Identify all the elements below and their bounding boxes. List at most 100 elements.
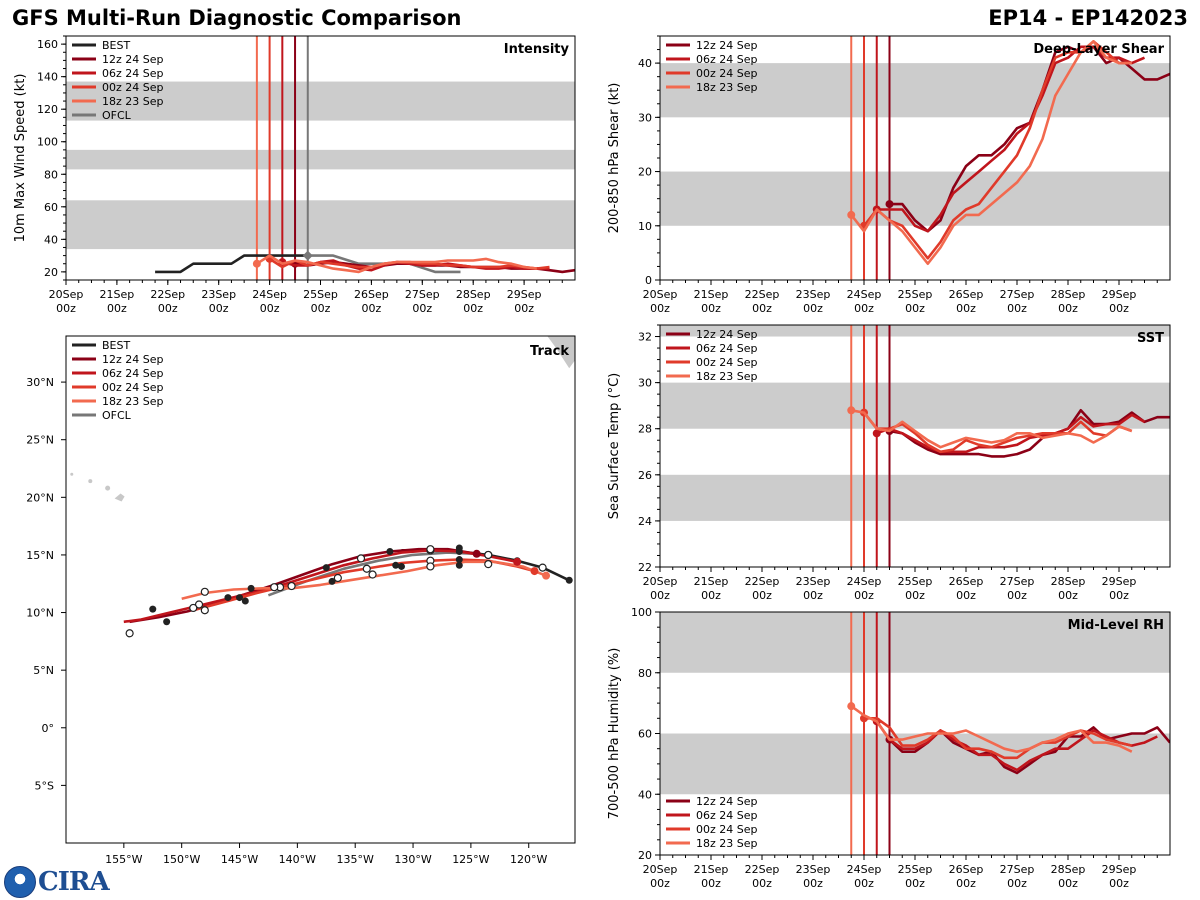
sst-ytick-label-24: 24 xyxy=(638,515,652,528)
sst-xtick-label-7: 27Sep xyxy=(1000,575,1035,588)
intensity-xtick-label-2: 22Sep xyxy=(150,288,185,301)
shear-legend-label-00z-24-sep: 00z 24 Sep xyxy=(696,67,758,80)
sst-series-18z-23-sep xyxy=(851,409,1133,449)
rh-xtick-sublabel-2: 00z xyxy=(752,877,772,890)
noaa-cira-logo: CIRA xyxy=(4,866,110,898)
shear-init-point-12z-24-sep xyxy=(885,200,894,209)
hawaii-oahu xyxy=(88,479,93,484)
sst-xtick-sublabel-0: 00z xyxy=(650,589,670,602)
rh-xtick-sublabel-1: 00z xyxy=(701,877,721,890)
shear-xtick-label-5: 25Sep xyxy=(898,288,933,301)
track-marker-open-12z-24-sep xyxy=(426,545,435,554)
sst-xtick-label-9: 29Sep xyxy=(1102,575,1137,588)
sst-xtick-label-8: 28Sep xyxy=(1051,575,1086,588)
shear-xtick-sublabel-5: 00z xyxy=(905,302,925,315)
rh-xtick-label-5: 25Sep xyxy=(898,863,933,876)
track-marker-filled-00z-24-sep xyxy=(392,561,400,569)
sst-xtick-sublabel-1: 00z xyxy=(701,589,721,602)
rh-series-00z-24-sep xyxy=(864,716,1133,760)
track-panel: 5°S 0° 5°N 10°N 15°N 20°N 25°N 30°N 155°W 150°W 14… xyxy=(26,335,576,866)
shear-xtick-sublabel-4: 00z xyxy=(854,302,874,315)
intensity-xtick-sublabel-2: 00z xyxy=(158,302,178,315)
rh-ylabel: 700-500 hPa Humidity (%) xyxy=(607,648,622,820)
track-marker-filled-12z-24-sep xyxy=(322,564,330,572)
shear-legend-label-12z-24-sep: 12z 24 Sep xyxy=(696,39,758,52)
rh-xtick-sublabel-9: 00z xyxy=(1109,877,1129,890)
sst-xtick-sublabel-4: 00z xyxy=(854,589,874,602)
shear-xtick-sublabel-9: 00z xyxy=(1109,302,1129,315)
noaa-logo-icon xyxy=(4,866,36,898)
sst-band-2 xyxy=(660,325,1170,337)
track-marker-filled-06z-24-sep xyxy=(236,594,244,602)
intensity-legend-label-00z-24-sep: 00z 24 Sep xyxy=(102,81,164,94)
track-marker-filled-best xyxy=(565,576,573,584)
track-marker-open-06z-24-sep xyxy=(362,564,371,573)
intensity-ytick-label-100: 100 xyxy=(37,136,58,149)
rh-ytick-label-60: 60 xyxy=(638,728,652,741)
sst-ytick-label-26: 26 xyxy=(638,469,652,482)
sst-xtick-sublabel-6: 00z xyxy=(956,589,976,602)
sst-band-0 xyxy=(660,474,1170,521)
intensity-xtick-label-9: 29Sep xyxy=(507,288,542,301)
intensity-xtick-label-5: 25Sep xyxy=(303,288,338,301)
sst-xtick-sublabel-2: 00z xyxy=(752,589,772,602)
rh-band-0 xyxy=(660,733,1170,795)
shear-xtick-sublabel-1: 00z xyxy=(701,302,721,315)
rh-legend-label-18z-23-sep: 18z 23 Sep xyxy=(696,837,758,850)
track-marker-open-18z-23-sep xyxy=(484,560,493,569)
track-marker-open-00z-24-sep xyxy=(189,603,198,613)
shear-xtick-label-7: 27Sep xyxy=(1000,288,1035,301)
shear-xtick-label-4: 24Sep xyxy=(847,288,882,301)
intensity-ytick-label-40: 40 xyxy=(44,233,58,246)
shear-xtick-sublabel-2: 00z xyxy=(752,302,772,315)
intensity-init-point-18z-23-sep xyxy=(252,259,261,268)
rh-xtick-sublabel-6: 00z xyxy=(956,877,976,890)
track-marker-filled-18z-23-sep xyxy=(455,561,463,569)
track-marker-filled-06z-24-sep xyxy=(397,562,405,570)
track-ytick-label-1: 0° xyxy=(42,722,55,735)
sst-init-point-06z-24-sep xyxy=(872,429,881,438)
track-marker-filled-06z-24-sep xyxy=(328,577,336,585)
intensity-xtick-sublabel-0: 00z xyxy=(56,302,76,315)
shear-xtick-sublabel-8: 00z xyxy=(1058,302,1078,315)
intensity-ytick-label-20: 20 xyxy=(44,266,58,279)
shear-band-1 xyxy=(660,63,1170,118)
shear-xtick-label-2: 22Sep xyxy=(745,288,780,301)
track-xtick-label-1: 150°W xyxy=(163,853,200,866)
rh-ytick-label-80: 80 xyxy=(638,667,652,680)
rh-xtick-label-7: 27Sep xyxy=(1000,863,1035,876)
rh-xtick-sublabel-7: 00z xyxy=(1007,877,1027,890)
track-legend-label-00z-24-sep: 00z 24 Sep xyxy=(102,381,164,394)
intensity-plot-area xyxy=(155,250,575,274)
track-xtick-label-0: 155°W xyxy=(105,853,142,866)
track-start-12z-24-sep xyxy=(472,549,481,558)
sst-xtick-sublabel-7: 00z xyxy=(1007,589,1027,602)
track-marker-open-18z-23-sep xyxy=(426,562,435,571)
track-ytick-label-2: 5°N xyxy=(33,664,54,677)
shear-xtick-label-1: 21Sep xyxy=(694,288,729,301)
rh-xtick-label-9: 29Sep xyxy=(1102,863,1137,876)
rh-xtick-sublabel-4: 00z xyxy=(854,877,874,890)
baja-california-land xyxy=(547,336,575,369)
intensity-xtick-sublabel-7: 00z xyxy=(412,302,432,315)
intensity-ytick-label-80: 80 xyxy=(44,168,58,181)
track-legend-label-06z-24-sep: 06z 24 Sep xyxy=(102,367,164,380)
rh-legend-label-12z-24-sep: 12z 24 Sep xyxy=(696,795,758,808)
sst-series-06z-24-sep xyxy=(876,413,1146,454)
intensity-ytick-label-160: 160 xyxy=(37,38,58,51)
sst-xtick-label-2: 22Sep xyxy=(745,575,780,588)
track-marker-open-12z-24-sep xyxy=(356,554,366,563)
rh-xtick-label-6: 26Sep xyxy=(949,863,984,876)
sst-legend-label-18z-23-sep: 18z 23 Sep xyxy=(696,370,758,383)
sst-ylabel: Sea Surface Temp (°C) xyxy=(607,373,622,520)
sst-xtick-sublabel-8: 00z xyxy=(1058,589,1078,602)
track-start-06z-24-sep xyxy=(513,557,522,566)
intensity-xtick-sublabel-1: 00z xyxy=(107,302,127,315)
shear-init-point-18z-23-sep xyxy=(847,210,856,219)
track-ytick-label-0: 5°S xyxy=(35,779,54,792)
rh-plot-area xyxy=(847,702,1170,775)
shear-ytick-label-20: 20 xyxy=(638,166,652,179)
shear-ytick-label-10: 10 xyxy=(638,220,652,233)
sst-ytick-label-28: 28 xyxy=(638,423,652,436)
